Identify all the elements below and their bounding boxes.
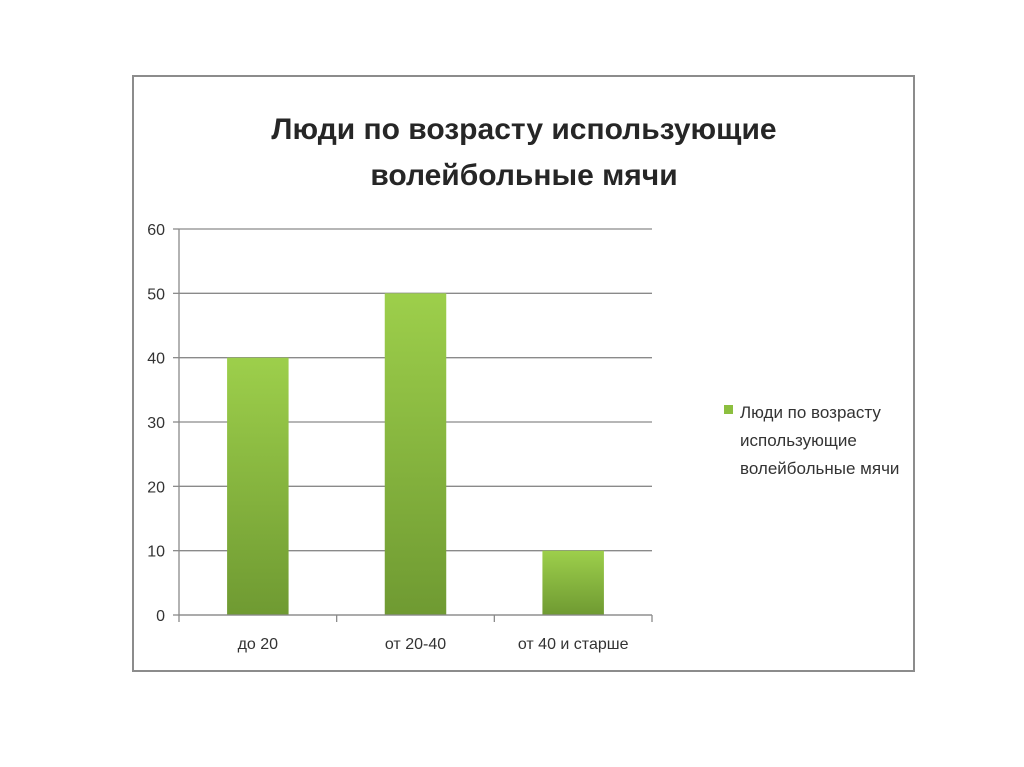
x-category-label: от 40 и старше (518, 636, 629, 653)
bar-chart-plot: 0 10 20 30 40 50 60 до 20 от 20-40 от 40 и старше (147, 222, 653, 653)
y-tick-label: 30 (147, 415, 165, 432)
y-tick-label: 10 (147, 544, 165, 561)
legend-swatch (724, 405, 733, 414)
chart-title-line-2: волейбольные мячи (370, 159, 678, 192)
chart-title-line-1: Люди по возрасту использующие (271, 113, 777, 146)
x-category-label: от 20-40 (385, 636, 446, 653)
bar-3 (542, 550, 604, 615)
legend-label: Люди по возрасту использующие волейбольн… (740, 403, 900, 478)
y-tick-label: 20 (147, 479, 165, 496)
y-tick-label: 40 (147, 351, 165, 368)
chart-frame: Люди по возрасту использующие волейбольн… (132, 75, 915, 672)
bar-1 (227, 357, 289, 615)
bar-2 (384, 293, 447, 615)
y-tick-label: 60 (147, 222, 165, 239)
chart-title: Люди по возрасту использующие волейбольн… (264, 107, 784, 199)
y-tick-label: 0 (156, 608, 165, 625)
y-tick-label: 50 (147, 286, 165, 303)
x-category-label: до 20 (238, 636, 279, 653)
